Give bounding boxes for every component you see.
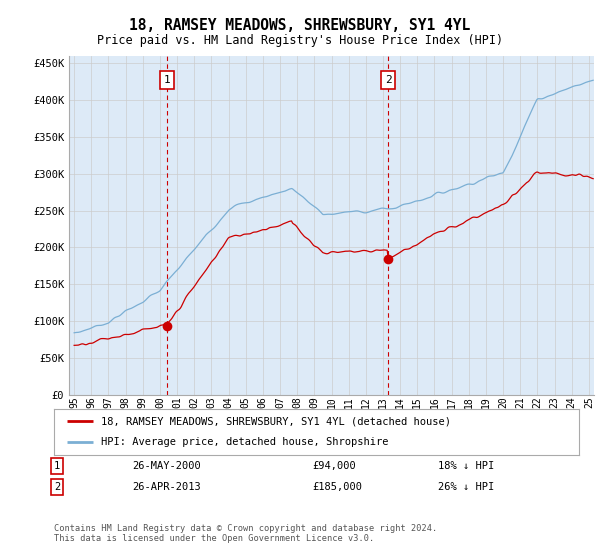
Text: Price paid vs. HM Land Registry's House Price Index (HPI): Price paid vs. HM Land Registry's House … (97, 34, 503, 46)
Text: HPI: Average price, detached house, Shropshire: HPI: Average price, detached house, Shro… (101, 437, 389, 447)
Text: 18, RAMSEY MEADOWS, SHREWSBURY, SY1 4YL (detached house): 18, RAMSEY MEADOWS, SHREWSBURY, SY1 4YL … (101, 416, 451, 426)
Text: 26-APR-2013: 26-APR-2013 (132, 482, 201, 492)
Text: £94,000: £94,000 (312, 461, 356, 471)
Text: Contains HM Land Registry data © Crown copyright and database right 2024.
This d: Contains HM Land Registry data © Crown c… (54, 524, 437, 543)
Text: 2: 2 (385, 74, 391, 85)
Text: 18, RAMSEY MEADOWS, SHREWSBURY, SY1 4YL: 18, RAMSEY MEADOWS, SHREWSBURY, SY1 4YL (130, 18, 470, 33)
Text: 26% ↓ HPI: 26% ↓ HPI (438, 482, 494, 492)
Text: 1: 1 (54, 461, 60, 471)
Text: 26-MAY-2000: 26-MAY-2000 (132, 461, 201, 471)
Text: 1: 1 (163, 74, 170, 85)
Text: 2: 2 (54, 482, 60, 492)
Text: £185,000: £185,000 (312, 482, 362, 492)
Text: 18% ↓ HPI: 18% ↓ HPI (438, 461, 494, 471)
